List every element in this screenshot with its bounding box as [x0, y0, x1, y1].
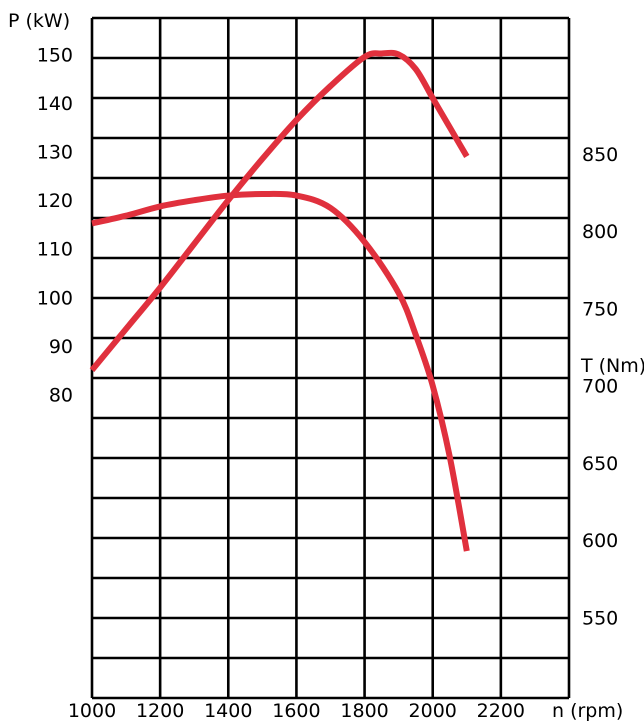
power-tick-label: 140 [37, 93, 73, 115]
torque-tick-label: 550 [582, 607, 618, 629]
power-tick-label: 130 [37, 142, 73, 164]
x-tick-label: 1200 [136, 700, 184, 722]
torque-tick-label: 850 [582, 144, 618, 166]
torque-tick-labels: 550 600 650 700 750 800 850 [582, 144, 618, 630]
x-tick-label: 2000 [409, 700, 457, 722]
torque-tick-label: 600 [582, 530, 618, 552]
x-tick-label: 1800 [340, 700, 388, 722]
power-tick-label: 120 [37, 190, 73, 212]
power-tick-label: 100 [37, 287, 73, 309]
power-tick-label: 150 [37, 44, 73, 66]
x-axis-label: n (rpm) [552, 700, 623, 722]
power-tick-labels: 80 90 100 110 120 130 140 150 [37, 44, 73, 406]
x-tick-label: 1600 [272, 700, 320, 722]
power-tick-label: 90 [49, 336, 73, 358]
torque-curve [91, 190, 470, 552]
torque-tick-label: 800 [582, 221, 618, 243]
power-axis-label: P (kW) [8, 10, 70, 32]
x-tick-label: 1400 [204, 700, 252, 722]
x-tick-labels: 1000 1200 1400 1600 1800 2000 2200 [68, 700, 525, 722]
torque-axis-label: T (Nm) [580, 355, 644, 377]
torque-tick-label: 650 [582, 453, 618, 475]
x-tick-label: 2200 [477, 700, 525, 722]
torque-tick-label: 700 [582, 376, 618, 398]
chart-curves [89, 49, 470, 552]
power-curve [89, 49, 470, 373]
x-tick-label: 1000 [68, 700, 116, 722]
chart-grid [90, 16, 571, 700]
power-tick-label: 80 [49, 384, 73, 406]
power-tick-label: 110 [37, 239, 73, 261]
torque-tick-label: 750 [582, 298, 618, 320]
